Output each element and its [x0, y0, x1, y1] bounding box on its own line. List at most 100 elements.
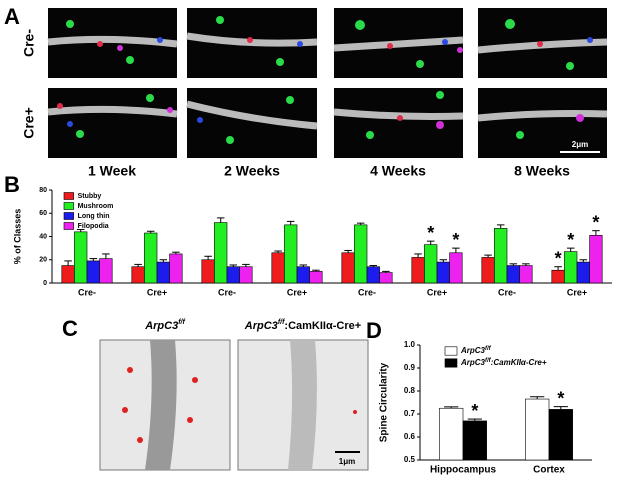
bar — [481, 257, 495, 284]
bar — [436, 261, 450, 284]
legend-sup: f/f — [485, 346, 492, 352]
legend-label: Stubby — [78, 193, 102, 200]
micrographs — [47, 8, 608, 471]
x-tick-label: Cre+ — [427, 287, 447, 297]
legend-swatch — [444, 346, 458, 356]
bar — [354, 224, 368, 284]
bar — [341, 252, 355, 284]
legend-label: Filopodia — [78, 223, 109, 230]
legend-swatch — [63, 202, 74, 210]
x-tick-label: Cre- — [498, 287, 516, 297]
x-tick-label: Cre+ — [567, 287, 587, 297]
x-tick-label: Cre- — [78, 287, 96, 297]
bar — [548, 409, 573, 461]
column-label: 8 Weeks — [514, 163, 570, 179]
significance-marker: * — [592, 212, 599, 232]
bar — [494, 228, 508, 284]
legend-label: Long thin — [78, 213, 110, 220]
bar — [296, 266, 310, 284]
y-axis-label: % of Classes — [12, 209, 22, 265]
significance-marker: * — [557, 388, 564, 408]
bar — [424, 244, 438, 284]
label-part: ArpC3 — [144, 320, 178, 332]
bar — [462, 420, 487, 461]
panel-letter: D — [366, 318, 382, 343]
bar — [86, 260, 100, 284]
y-tick-label: 0.9 — [404, 363, 416, 372]
bar — [439, 407, 464, 461]
bar — [271, 252, 285, 284]
significance-marker: * — [555, 248, 562, 268]
label-sup: f/f — [178, 319, 185, 326]
bar — [366, 266, 380, 284]
legend-label: ArpC3f/f:CamKIIα-Cre+ — [460, 358, 547, 368]
x-tick-label: Cre- — [218, 287, 236, 297]
label-part: :CamKIIα-Cre+ — [284, 320, 361, 332]
y-tick-label: 0 — [43, 280, 47, 287]
bar — [169, 253, 183, 284]
image-label: ArpC3f/f — [144, 319, 185, 332]
bar — [61, 265, 75, 284]
bar — [156, 261, 170, 284]
legend-label: Mushroom — [78, 203, 114, 210]
y-tick-label: 0.6 — [404, 432, 416, 441]
legend-label: ArpC3f/f — [460, 346, 492, 356]
bar — [144, 232, 158, 284]
bar — [131, 266, 145, 284]
legend-name: ArpC3 — [460, 358, 486, 367]
legend-name: ArpC3 — [460, 346, 486, 355]
y-tick-label: 1.0 — [404, 340, 416, 349]
y-tick-label: 0.7 — [404, 409, 416, 418]
label-sup: f/f — [278, 319, 285, 326]
bar — [226, 266, 240, 284]
y-axis-label: Spine Circularity — [379, 362, 390, 442]
panel-letter: C — [62, 316, 78, 341]
bar — [379, 272, 393, 284]
bar — [576, 261, 590, 284]
legend-suffix: :CamKIIα-Cre+ — [491, 358, 547, 367]
panel-letter: B — [4, 172, 20, 197]
y-tick-label: 20 — [39, 257, 47, 264]
legend-swatch — [63, 192, 74, 200]
bar — [284, 224, 298, 284]
bar — [214, 222, 228, 284]
row-label: Cre- — [21, 29, 37, 57]
x-tick-label: Cre+ — [287, 287, 307, 297]
legend-sup: f/f — [485, 358, 492, 364]
scale-bar-label: 1μm — [339, 457, 355, 466]
label-part: ArpC3 — [244, 320, 278, 332]
bar — [309, 271, 323, 284]
bar — [525, 398, 550, 461]
y-tick-label: 80 — [39, 187, 47, 194]
bar — [99, 258, 113, 284]
significance-marker: * — [471, 401, 478, 421]
column-label: 2 Weeks — [224, 163, 280, 179]
bar — [519, 265, 533, 284]
y-tick-label: 0.8 — [404, 386, 416, 395]
y-tick-label: 60 — [39, 210, 47, 217]
x-tick-label: Cre+ — [147, 287, 167, 297]
column-label: 1 Week — [88, 163, 136, 179]
bar — [74, 231, 88, 284]
bar — [589, 235, 603, 284]
bar — [449, 252, 463, 284]
y-tick-label: 0.5 — [404, 455, 416, 464]
significance-marker: * — [567, 230, 574, 250]
legend-swatch — [63, 222, 74, 230]
bar — [564, 251, 578, 284]
x-tick-label: Cortex — [533, 465, 565, 476]
legend-name: Filopodia — [78, 223, 109, 230]
significance-marker: * — [427, 223, 434, 243]
bar — [201, 259, 215, 284]
legend-name: Mushroom — [78, 203, 114, 210]
panel-letter: A — [4, 4, 20, 29]
bar — [239, 266, 253, 284]
bar — [506, 265, 520, 284]
x-tick-label: Hippocampus — [430, 465, 497, 476]
legend-name: Long thin — [78, 213, 110, 220]
image-label: ArpC3f/f:CamKIIα-Cre+ — [244, 319, 361, 332]
bar — [551, 269, 565, 284]
legend-swatch — [444, 358, 458, 368]
legend-swatch — [63, 212, 74, 220]
